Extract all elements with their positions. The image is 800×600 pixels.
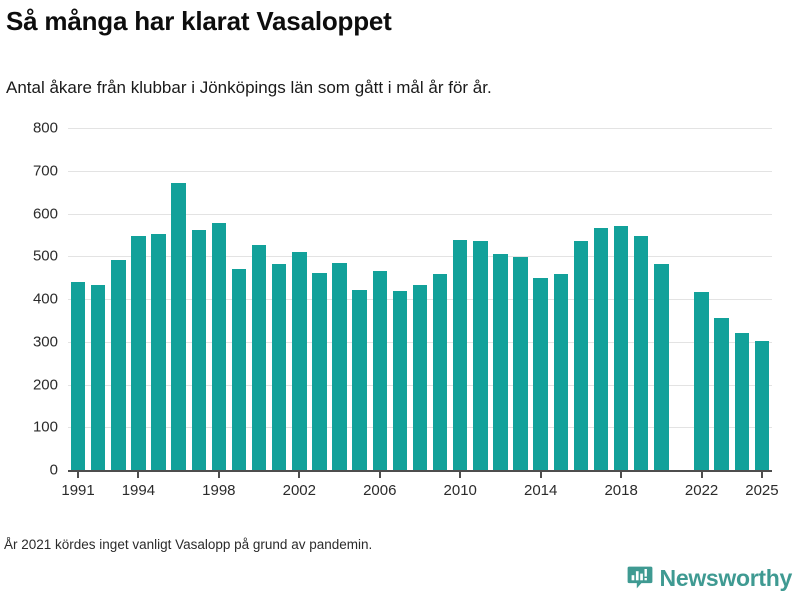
x-axis: 1991 1994 1998 2002 2006 2010 2014 2018 2022 2025 [61, 470, 779, 516]
gridline [68, 170, 772, 172]
bar[interactable] [613, 226, 629, 470]
x-axis-tick-label: 2018 [604, 482, 638, 499]
y-axis-tick-label: 600 [32, 205, 58, 222]
bar[interactable] [131, 236, 146, 470]
bar-series [68, 128, 772, 470]
y-axis-tick-label: 0 [49, 461, 58, 479]
page-title: Så många har klarat Vasaloppet [6, 6, 392, 36]
bar-chart: 1991 1994 1998 2002 2006 2010 2014 2018 2022 2025… [0, 112, 800, 512]
x-axis-tick-mark [378, 470, 381, 478]
chart-footnote: År 2021 kördes inget vanligt Vasalopp på… [4, 537, 373, 552]
bar[interactable] [734, 333, 750, 470]
bar[interactable] [171, 182, 186, 470]
y-axis-tick-label: 100 [32, 418, 58, 436]
bar[interactable] [271, 263, 287, 470]
bar[interactable] [634, 235, 649, 470]
x-axis-tick-mark [620, 470, 623, 478]
x-axis-tick-label: 2010 [443, 482, 477, 499]
x-axis-tick-mark [700, 470, 703, 478]
bar[interactable] [412, 285, 428, 470]
y-axis-tick-label: 500 [32, 247, 58, 265]
bar[interactable] [654, 263, 669, 470]
x-axis-tick-mark [217, 470, 220, 478]
x-axis-tick-label: 2006 [363, 482, 397, 499]
x-axis-tick-label: 1994 [121, 482, 156, 499]
x-axis-tick-mark [298, 470, 301, 478]
newsworthy-logo: Newsworthy [627, 563, 792, 593]
y-axis-tick-label: 300 [32, 333, 58, 351]
bar[interactable] [231, 268, 247, 470]
bar[interactable] [432, 273, 448, 470]
bar[interactable] [90, 285, 106, 470]
bar[interactable] [694, 291, 709, 470]
bar[interactable] [111, 260, 126, 470]
bar[interactable] [493, 253, 508, 470]
bar[interactable] [593, 228, 609, 470]
x-axis-tick-mark [137, 470, 140, 478]
bar[interactable] [312, 272, 327, 470]
bar[interactable] [352, 290, 367, 470]
x-axis-tick-label: 1998 [202, 482, 236, 499]
x-axis-tick-label: 2022 [684, 482, 719, 499]
bar[interactable] [332, 263, 347, 470]
y-axis-tick-label: 700 [32, 162, 58, 180]
logo-wordmark: Newsworthy [659, 564, 793, 591]
bar[interactable] [392, 290, 408, 470]
x-axis-tick-label: 1991 [61, 482, 95, 499]
bar[interactable] [292, 252, 307, 470]
bar[interactable] [70, 281, 86, 470]
bar[interactable] [754, 340, 770, 470]
gridline [68, 128, 772, 129]
bar[interactable] [533, 278, 548, 470]
x-axis-tick-label: 2025 [745, 482, 779, 499]
bar[interactable] [473, 241, 488, 470]
bar[interactable] [553, 273, 569, 470]
x-axis-tick-mark [459, 470, 462, 478]
chart-subtitle: Antal åkare från klubbar i Jönköpings lä… [6, 78, 492, 97]
bar[interactable] [452, 240, 468, 470]
bar[interactable] [211, 223, 227, 470]
axis-line-zero [68, 470, 772, 472]
y-axis-tick-label: 400 [32, 290, 58, 308]
x-axis-tick-mark [760, 470, 763, 478]
x-axis-tick-label: 2002 [282, 482, 316, 499]
y-axis-tick-label: 200 [32, 376, 58, 393]
x-axis-tick-mark [539, 470, 542, 478]
x-axis-tick-mark [77, 470, 80, 478]
bar-chart-speech-bubble-icon [627, 565, 653, 591]
bar[interactable] [191, 229, 206, 470]
gridline [68, 256, 772, 258]
bar[interactable] [251, 245, 267, 470]
y-axis-tick-label: 800 [32, 119, 58, 137]
bar[interactable] [372, 271, 387, 470]
bar[interactable] [151, 234, 166, 470]
bar[interactable] [573, 241, 589, 470]
gridline [68, 213, 772, 215]
bar[interactable] [513, 256, 528, 470]
x-axis-tick-label: 2014 [523, 482, 558, 499]
bar[interactable] [714, 317, 729, 470]
